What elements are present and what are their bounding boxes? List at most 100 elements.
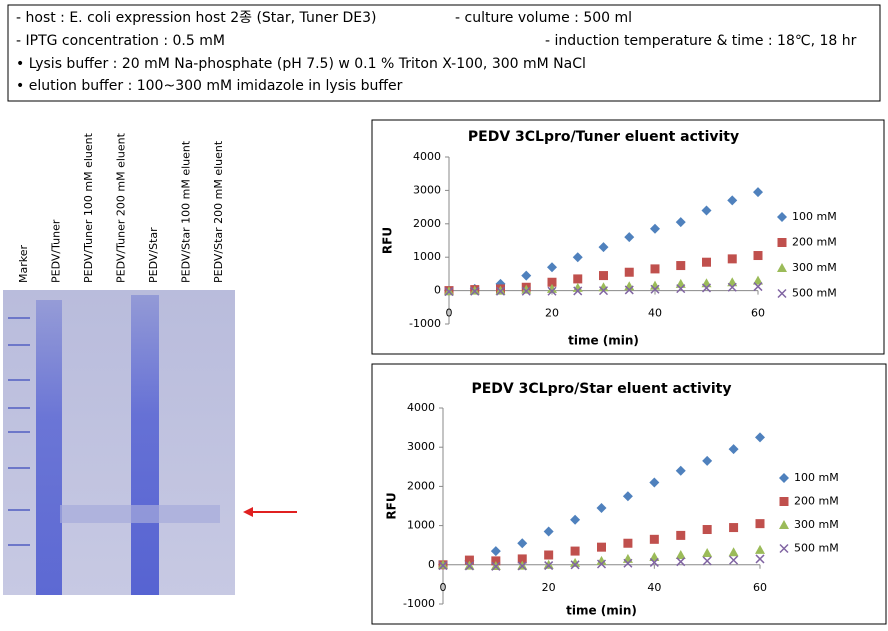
- point: [438, 559, 448, 569]
- x-tick-label: 40: [647, 581, 661, 594]
- lane-label: PEDV/Star 100 mM eluent: [180, 140, 193, 283]
- point: [753, 187, 763, 198]
- lane-label: Marker: [17, 245, 30, 283]
- legend-label: 200 mM: [794, 495, 839, 508]
- point: [547, 277, 557, 287]
- point: [572, 252, 583, 263]
- point: [490, 546, 501, 557]
- point: [521, 270, 532, 281]
- y-tick-label: 0: [428, 558, 435, 571]
- point: [675, 550, 686, 559]
- point: [729, 523, 739, 533]
- point: [596, 502, 607, 513]
- point: [676, 530, 686, 540]
- y-tick-label: 2000: [413, 217, 441, 230]
- y-tick-label: -1000: [403, 597, 435, 610]
- point: [547, 262, 557, 273]
- point: [650, 284, 660, 294]
- arrow-head: [243, 507, 253, 517]
- gel-lane: [36, 300, 62, 595]
- point: [599, 271, 608, 281]
- point: [701, 283, 712, 293]
- x-axis-label: time (min): [568, 334, 639, 348]
- point: [702, 548, 713, 558]
- point: [676, 261, 686, 271]
- legend-marker: [779, 473, 789, 483]
- point: [572, 282, 583, 292]
- point: [727, 195, 738, 206]
- point: [596, 555, 607, 565]
- point: [701, 205, 712, 216]
- legend-marker: [777, 288, 787, 299]
- point: [570, 560, 580, 570]
- x-tick-label: 20: [542, 581, 556, 594]
- legend-label: 100 mM: [792, 210, 837, 223]
- point: [598, 242, 609, 253]
- y-tick-label: 1000: [413, 250, 441, 263]
- point: [570, 546, 580, 556]
- point: [755, 519, 765, 529]
- y-tick-label: 3000: [407, 440, 435, 453]
- point: [727, 282, 737, 292]
- point: [649, 477, 660, 488]
- point: [728, 444, 739, 455]
- info-lines: - host : E. coli expression host 2종 (Sta…: [16, 10, 857, 94]
- point: [470, 286, 480, 296]
- point: [622, 491, 633, 502]
- point: [755, 544, 765, 554]
- y-tick-label: 0: [434, 284, 441, 297]
- point: [547, 283, 557, 293]
- point: [544, 550, 554, 560]
- info-text: - IPTG concentration : 0.5 mM: [16, 33, 225, 49]
- point: [702, 455, 713, 466]
- point: [728, 547, 739, 557]
- point: [624, 267, 634, 277]
- point: [573, 274, 583, 284]
- lane-label: PEDV/Star 200 mM eluent: [212, 140, 225, 283]
- info-text: - culture volume : 500 ml: [455, 10, 632, 26]
- legend-marker: [779, 497, 789, 506]
- point: [650, 223, 660, 234]
- lane-label: PEDV/Tuner: [50, 219, 63, 283]
- y-tick-label: 4000: [407, 401, 435, 414]
- point: [649, 534, 659, 544]
- point: [469, 285, 480, 295]
- marker-bands: [8, 317, 30, 546]
- point: [702, 556, 712, 566]
- point: [675, 217, 686, 228]
- point: [649, 557, 659, 567]
- gel-lane: [131, 295, 159, 595]
- gel-image: Marker PEDV/Tuner PEDV/Tuner 100 mM eluent…: [3, 132, 297, 595]
- info-text: • elution buffer : 100~300 mM imidazole …: [16, 78, 403, 94]
- point: [729, 555, 739, 565]
- point: [755, 432, 765, 443]
- y-tick-label: 4000: [413, 150, 441, 163]
- point: [624, 285, 634, 295]
- legend-marker: [777, 263, 787, 272]
- point: [755, 554, 765, 564]
- point: [623, 538, 633, 548]
- legend-marker: [777, 238, 787, 247]
- legend-label: 300 mM: [794, 518, 839, 531]
- point: [623, 558, 633, 568]
- x-axis-label: time (min): [566, 604, 637, 618]
- legend-label: 300 mM: [792, 261, 837, 274]
- legend-label: 100 mM: [794, 471, 839, 484]
- point: [650, 264, 660, 274]
- point: [596, 559, 607, 569]
- chart-title: PEDV 3CLpro/Star eluent activity: [471, 381, 731, 397]
- chart-title: PEDV 3CLpro/Tuner eluent activity: [468, 129, 739, 145]
- point: [521, 286, 531, 296]
- point: [649, 551, 660, 561]
- info-box: [7, 4, 881, 102]
- point: [543, 526, 554, 537]
- legend-marker: [779, 543, 789, 554]
- point: [547, 286, 557, 296]
- y-tick-label: -1000: [409, 317, 441, 330]
- point: [517, 538, 528, 549]
- lane-label: PEDV/Tuner 100 mM eluent: [82, 132, 95, 283]
- x-tick-label: 60: [751, 307, 765, 320]
- point: [753, 282, 763, 292]
- point: [464, 555, 474, 565]
- legend-label: 500 mM: [794, 542, 839, 555]
